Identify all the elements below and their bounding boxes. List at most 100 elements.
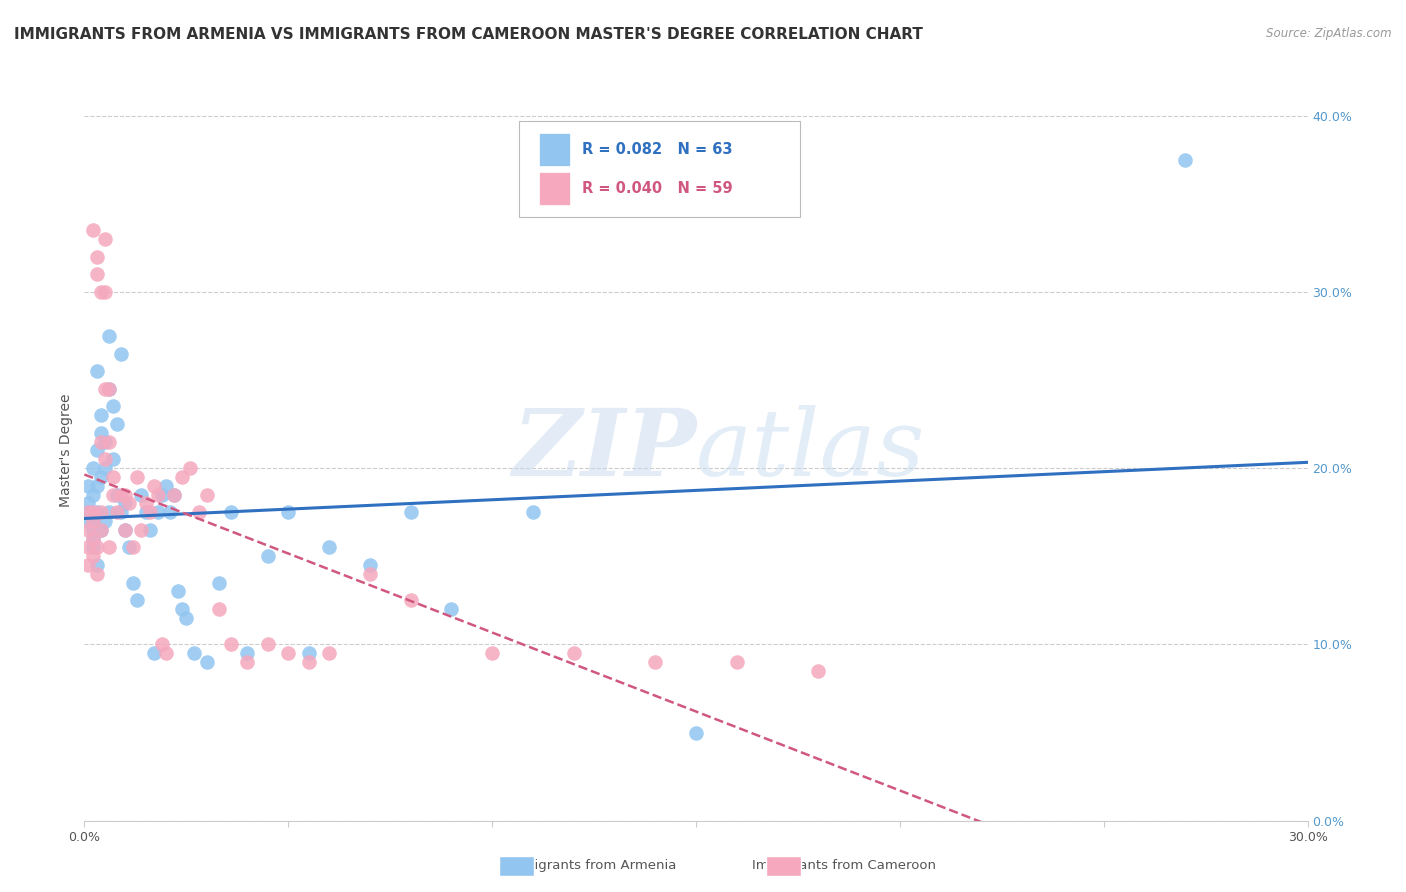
- Point: [90, 470, 112, 484]
- Point: [86, 479, 108, 493]
- Point: [93, 452, 115, 467]
- Point: [101, 470, 124, 484]
- Point: [105, 505, 128, 519]
- Point: [90, 523, 112, 537]
- Point: [97, 505, 120, 519]
- Point: [481, 646, 503, 660]
- Point: [114, 523, 136, 537]
- Text: Source: ZipAtlas.com: Source: ZipAtlas.com: [1267, 27, 1392, 40]
- Point: [90, 523, 112, 537]
- Point: [127, 470, 149, 484]
- Point: [97, 541, 120, 555]
- Point: [522, 505, 544, 519]
- Point: [86, 250, 108, 264]
- Point: [105, 487, 128, 501]
- Point: [257, 549, 280, 564]
- Point: [135, 496, 157, 510]
- Point: [77, 514, 100, 528]
- Point: [90, 285, 112, 299]
- Point: [359, 566, 381, 581]
- Point: [82, 532, 104, 546]
- Point: [131, 523, 153, 537]
- Point: [236, 655, 259, 669]
- Point: [187, 505, 209, 519]
- Point: [167, 584, 190, 599]
- Point: [277, 505, 299, 519]
- Point: [77, 496, 100, 510]
- Point: [110, 346, 132, 360]
- Point: [97, 329, 120, 343]
- Point: [90, 425, 112, 440]
- Point: [82, 223, 104, 237]
- Point: [298, 646, 321, 660]
- Point: [86, 558, 108, 572]
- Point: [142, 479, 165, 493]
- Point: [1174, 153, 1197, 167]
- Point: [725, 655, 748, 669]
- Point: [93, 434, 115, 449]
- Point: [93, 461, 115, 475]
- Point: [183, 646, 205, 660]
- Text: R = 0.040   N = 59: R = 0.040 N = 59: [582, 181, 733, 196]
- Point: [236, 646, 259, 660]
- Point: [685, 725, 707, 739]
- Point: [77, 479, 100, 493]
- Point: [195, 655, 218, 669]
- Point: [114, 487, 136, 501]
- Point: [131, 487, 153, 501]
- Point: [82, 487, 104, 501]
- Point: [86, 505, 108, 519]
- Point: [163, 487, 186, 501]
- Point: [82, 541, 104, 555]
- Point: [138, 505, 160, 519]
- Text: R = 0.082   N = 63: R = 0.082 N = 63: [582, 142, 733, 157]
- Point: [195, 487, 218, 501]
- Point: [86, 364, 108, 378]
- Point: [110, 487, 132, 501]
- Y-axis label: Master's Degree: Master's Degree: [59, 393, 73, 508]
- Point: [93, 382, 115, 396]
- Point: [118, 541, 141, 555]
- Point: [86, 267, 108, 281]
- Point: [159, 505, 181, 519]
- Point: [179, 461, 201, 475]
- Point: [86, 541, 108, 555]
- Point: [122, 575, 145, 590]
- Point: [208, 602, 231, 616]
- Point: [208, 575, 231, 590]
- Point: [77, 523, 100, 537]
- Point: [77, 541, 100, 555]
- Point: [155, 479, 177, 493]
- Point: [93, 514, 115, 528]
- Point: [122, 541, 145, 555]
- Point: [257, 637, 280, 651]
- Point: [172, 470, 194, 484]
- Point: [82, 461, 104, 475]
- Point: [90, 434, 112, 449]
- Text: Immigrants from Cameroon: Immigrants from Cameroon: [752, 859, 935, 871]
- Point: [127, 593, 149, 607]
- Text: ZIP: ZIP: [512, 406, 696, 495]
- Point: [399, 593, 422, 607]
- Point: [77, 505, 100, 519]
- Point: [135, 505, 157, 519]
- Point: [110, 505, 132, 519]
- Point: [150, 637, 173, 651]
- Point: [114, 523, 136, 537]
- Point: [82, 532, 104, 546]
- Point: [277, 646, 299, 660]
- FancyBboxPatch shape: [540, 133, 569, 166]
- Point: [86, 566, 108, 581]
- FancyBboxPatch shape: [540, 172, 569, 205]
- FancyBboxPatch shape: [519, 121, 800, 218]
- Point: [219, 637, 242, 651]
- Point: [318, 646, 340, 660]
- Point: [318, 541, 340, 555]
- Point: [163, 487, 186, 501]
- Point: [174, 611, 197, 625]
- Point: [298, 655, 321, 669]
- Point: [90, 408, 112, 422]
- Point: [562, 646, 585, 660]
- Text: atlas: atlas: [696, 406, 925, 495]
- Point: [155, 646, 177, 660]
